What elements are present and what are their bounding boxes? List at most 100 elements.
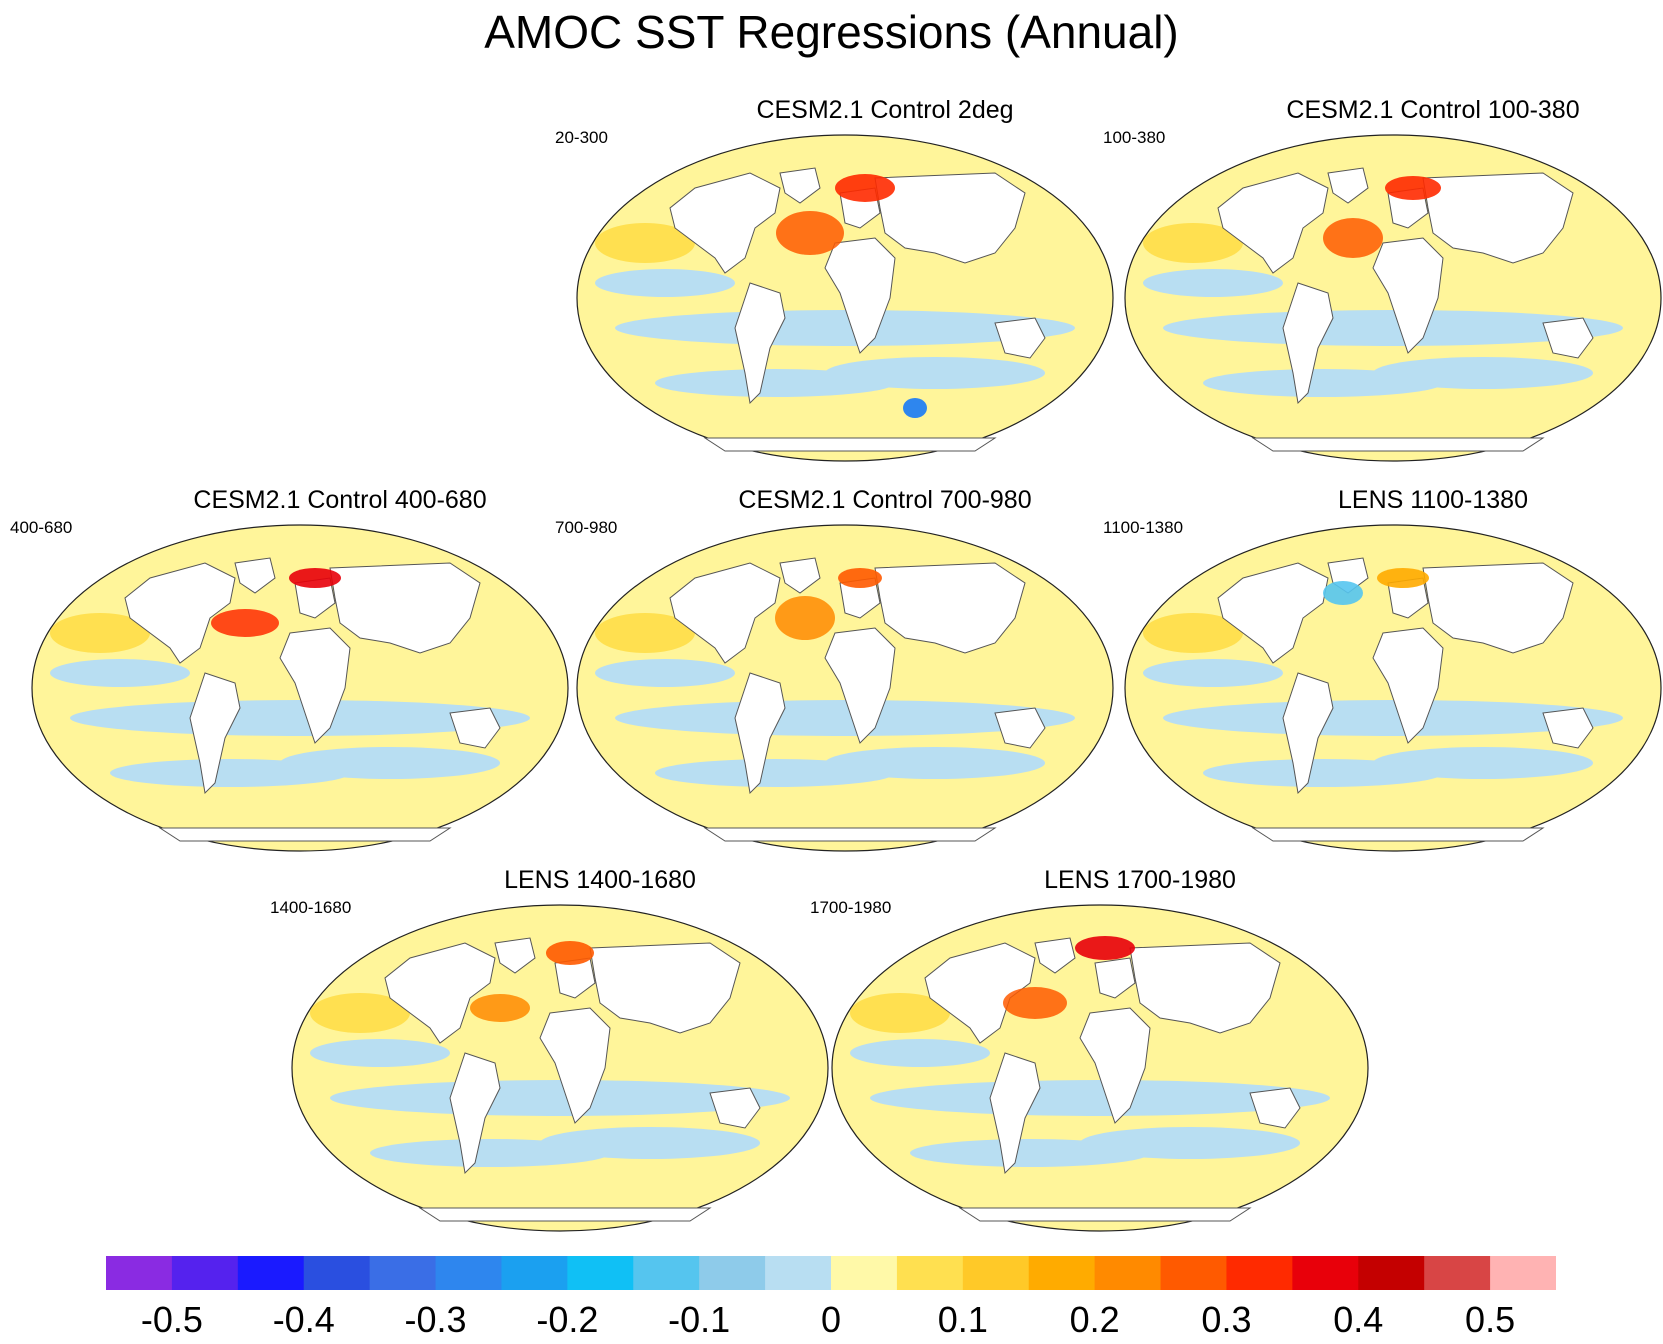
colorbar-box [1424,1256,1491,1290]
land [734,672,786,795]
colorbar-tick-label: 0 [820,1299,842,1340]
panel-left-label: 1100-1380 [1103,518,1184,537]
land [709,1087,761,1129]
panel-title: CESM2.1 Control 700-980 [738,486,1032,514]
colorbar-box [962,1256,1030,1290]
nordic-seas-warm-anomaly [1385,176,1441,200]
map-panel: LENS 1400-1680 1400-1680 [270,865,830,1232]
north-atlantic-warm-anomaly [211,609,279,637]
land [1251,437,1545,452]
land [924,942,1036,1044]
warm-band [850,993,950,1033]
cool-band [1373,747,1593,779]
colorbar-tick-label: -0.5 [140,1299,203,1340]
nordic-seas-warm-anomaly [1377,568,1429,588]
colorbar-box [1292,1256,1359,1290]
land [1217,172,1329,274]
north-atlantic-warm-anomaly [776,211,844,255]
colorbar-box [106,1256,173,1290]
cool-band [1143,659,1283,687]
regression-map [1124,524,1662,852]
north-atlantic-warm-anomaly [1003,987,1067,1019]
warm-band [595,613,695,653]
figure-title: AMOC SST Regressions (Annual) [484,6,1179,58]
land [994,317,1046,359]
cool-band [330,1080,790,1116]
land [703,827,997,842]
panel-title: LENS 1100-1380 [1338,486,1528,514]
land [874,172,1026,264]
regression-map [576,524,1114,852]
panel-title: LENS 1700-1980 [1044,866,1236,894]
land [779,557,821,594]
colorbar-box [699,1256,766,1290]
land [824,627,896,744]
land [1542,317,1594,359]
land [1129,942,1281,1034]
land [494,937,536,974]
land [874,562,1026,654]
land [539,1007,611,1124]
regression-map [31,524,569,852]
colorbar-box [1094,1256,1162,1290]
colorbar-tick-label: 0.4 [1333,1299,1384,1340]
colorbar-box [1028,1256,1096,1290]
land [989,1052,1041,1175]
warm-band [310,993,410,1033]
cool-band [1163,700,1623,736]
colorbar-box [633,1256,700,1290]
cool-band [825,357,1045,389]
cool-band [595,269,735,297]
colorbar-box [1358,1256,1425,1290]
north-atlantic-warm-anomaly [775,596,835,640]
cool-band [540,1127,760,1159]
warm-band [1143,613,1243,653]
cool-band [70,700,530,736]
land [1422,172,1574,264]
land [958,1207,1252,1222]
colorbar-box [1160,1256,1227,1290]
land [669,172,781,274]
panel-left-label: 20-300 [555,128,608,147]
colorbar-tick-label: -0.4 [272,1299,335,1340]
cool-band [595,659,735,687]
map-panel: LENS 1700-1980 1700-1980 [810,865,1370,1232]
warm-band [50,613,150,653]
north-atlantic-warm-anomaly [470,994,530,1022]
panel-title: LENS 1400-1680 [504,866,696,894]
land [418,1207,712,1222]
land [158,827,452,842]
land [779,167,821,204]
cool-band [280,747,500,779]
warm-band [595,223,695,263]
colorbar-box [369,1256,437,1290]
cool-band [310,1039,450,1067]
land [384,942,496,1044]
land [234,557,276,594]
colorbar-tick-label: 0.2 [1069,1299,1120,1340]
cool-band [615,700,1075,736]
land [1327,167,1369,204]
panel-left-label: 1700-1980 [810,898,892,917]
cool-band [50,659,190,687]
land [124,562,236,664]
cool-band [1143,269,1283,297]
land [994,707,1046,749]
land [1251,827,1545,842]
colorbar-box [831,1256,898,1290]
colorbar-box [1490,1256,1556,1290]
land [279,627,351,744]
land [189,672,241,795]
colorbar-tick-label: -0.2 [536,1299,599,1340]
land [734,282,786,405]
land [824,237,896,354]
map-panel: CESM2.1 Control 700-980 700-980 [555,485,1115,852]
north-atlantic-warm-anomaly [1323,218,1383,258]
cool-band [1373,357,1593,389]
nordic-seas-warm-anomaly [546,941,594,965]
colorbar-box [303,1256,371,1290]
regression-map [831,904,1369,1232]
cool-band [825,747,1045,779]
colorbar-box [435,1256,502,1290]
panel-title: CESM2.1 Control 2deg [756,96,1014,124]
